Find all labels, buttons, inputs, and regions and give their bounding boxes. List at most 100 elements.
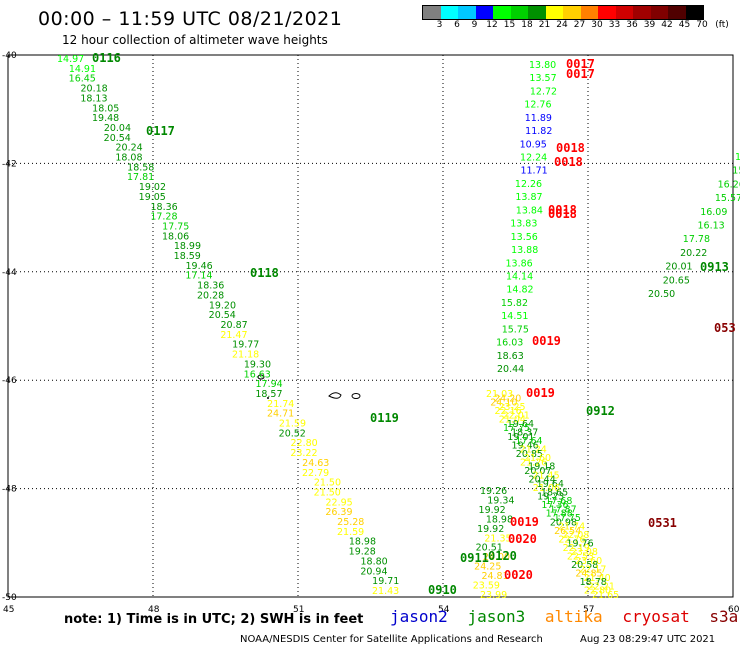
swh-value: 19.64	[537, 479, 564, 490]
legend-altika: altika	[544, 607, 603, 626]
scale-label: 24	[556, 20, 568, 30]
map-frame	[7, 54, 734, 598]
scale-label: 45	[678, 20, 691, 30]
swh-value: 21.18	[232, 350, 259, 361]
swh-value: 10.95	[520, 139, 547, 150]
lon-label: 54	[438, 605, 450, 615]
swh-value: 22.16	[495, 406, 522, 417]
swh-value: 19.46	[186, 261, 213, 272]
pass-time: 0018	[556, 141, 585, 155]
scale-swatch	[580, 6, 598, 19]
swh-value: 19.92	[477, 524, 504, 535]
swh-value: 22.80	[584, 586, 611, 597]
swh-value: 17.36	[541, 500, 568, 511]
swh-value: 15.43	[732, 166, 740, 177]
swh-value: 21.59	[279, 419, 306, 430]
swh-value: 19.77	[232, 340, 259, 351]
color-scale-bar	[422, 5, 704, 20]
swh-value: 24.63	[302, 458, 329, 469]
swh-value: 17.75	[503, 423, 530, 434]
swh-value: 20.85	[516, 449, 543, 460]
swh-value: 18.36	[151, 202, 178, 213]
swh-value: 18.78	[580, 577, 607, 588]
swh-value: 23.60	[575, 556, 602, 567]
swh-value: 20.58	[571, 560, 598, 571]
swh-value: 21.74	[558, 522, 585, 533]
lon-label: 60	[728, 605, 740, 615]
swh-value: 20.51	[476, 543, 503, 554]
swh-value: 17.75	[162, 221, 189, 232]
swh-value: 19.26	[480, 486, 507, 497]
swh-value: 17.75	[554, 513, 581, 524]
scale-label: 12	[486, 20, 498, 30]
swh-value: 19.34	[487, 495, 514, 506]
lat-label: -44	[2, 268, 17, 278]
swh-value: 18.98	[349, 537, 376, 548]
island-shape	[351, 393, 361, 399]
swh-value: 26.54	[554, 526, 581, 537]
swh-value: 14.14	[506, 271, 533, 282]
swh-value: 20.54	[209, 310, 236, 321]
swh-value: 20.01	[665, 262, 692, 273]
swh-value: 17.94	[256, 379, 283, 390]
swh-value: 18.63	[497, 351, 524, 362]
swh-value: 13.88	[511, 245, 538, 256]
swh-value: 16.03	[496, 338, 523, 349]
swh-value: 13.84	[516, 205, 543, 216]
swh-value: 17.28	[150, 212, 177, 223]
swh-value: 14.91	[69, 64, 96, 75]
pass-time: 0018	[554, 155, 583, 169]
scale-label: 36	[626, 20, 638, 30]
swh-value: 22.17	[579, 564, 606, 575]
swh-value: 20.04	[104, 123, 131, 134]
islands	[257, 374, 361, 399]
swh-value: 24.85	[575, 569, 602, 580]
scale-label: 18	[521, 20, 533, 30]
swh-value: 16.13	[698, 221, 725, 232]
swh-value: 14.82	[506, 285, 533, 296]
pass-time: 0019	[532, 334, 561, 348]
scale-swatch	[598, 6, 616, 19]
swh-value: 18.37	[511, 427, 538, 438]
swh-value: 11.82	[525, 126, 552, 137]
map-grid	[7, 54, 734, 598]
swh-value: 16.26	[718, 179, 740, 190]
swh-value: 17.14	[185, 271, 212, 282]
lat-label: -42	[2, 159, 17, 169]
swh-value: 19.01	[507, 432, 534, 443]
swh-value: 22.21	[588, 581, 615, 592]
swh-value: 12.24	[520, 153, 547, 164]
swh-value: 21.04	[499, 415, 526, 426]
scale-label: 42	[661, 20, 673, 30]
swh-value: 20.54	[104, 133, 131, 144]
swh-value: 13.83	[510, 219, 537, 230]
lon-label: 45	[3, 605, 14, 615]
scale-label: 6	[454, 20, 460, 30]
pass-time: 0116	[92, 51, 121, 65]
legend-jason2: jason2	[390, 607, 448, 626]
swh-value: 24.71	[267, 409, 294, 420]
swh-value: 13.56	[511, 232, 538, 243]
swh-value: 19.05	[139, 192, 166, 203]
scale-swatch	[668, 6, 686, 19]
scale-label: 27	[573, 20, 586, 30]
swh-value: 18.13	[80, 93, 107, 104]
scale-swatch	[440, 6, 458, 19]
swh-value: 21.47	[220, 330, 247, 341]
lon-label: 51	[293, 605, 304, 615]
swh-value: 20.24	[116, 143, 143, 154]
swh-value: 20.07	[524, 466, 551, 477]
footer-timestamp: Aug 23 08:29:47 UTC 2021	[580, 634, 716, 645]
swh-value: 24.00	[483, 552, 510, 563]
island-shape	[328, 392, 342, 399]
scale-swatch	[633, 6, 651, 19]
swh-value: 14.52	[735, 152, 740, 163]
swh-value: 20.94	[360, 566, 387, 577]
swh-value: 19.02	[139, 182, 166, 193]
swh-value: 24.25	[474, 562, 501, 573]
swh-value: 21.26	[520, 457, 547, 468]
swh-value: 18.06	[162, 231, 189, 242]
pass-time: 0118	[250, 266, 279, 280]
swh-value: 12.76	[524, 100, 551, 111]
swh-value: 20.18	[81, 84, 108, 95]
